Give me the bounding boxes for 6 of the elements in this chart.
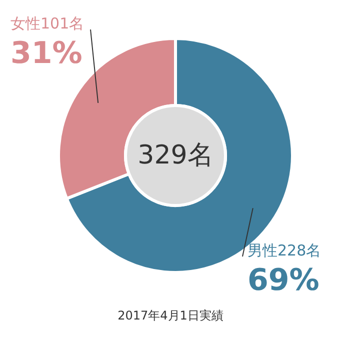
data-label: 31% [10,36,82,71]
text: 2017年4月1日実績 [118,308,224,322]
slice-label: 男性228名 [248,242,322,260]
text: 329名 [138,140,214,170]
data-label: 69% [248,263,320,298]
slice-label: 女性101名 [10,14,84,32]
